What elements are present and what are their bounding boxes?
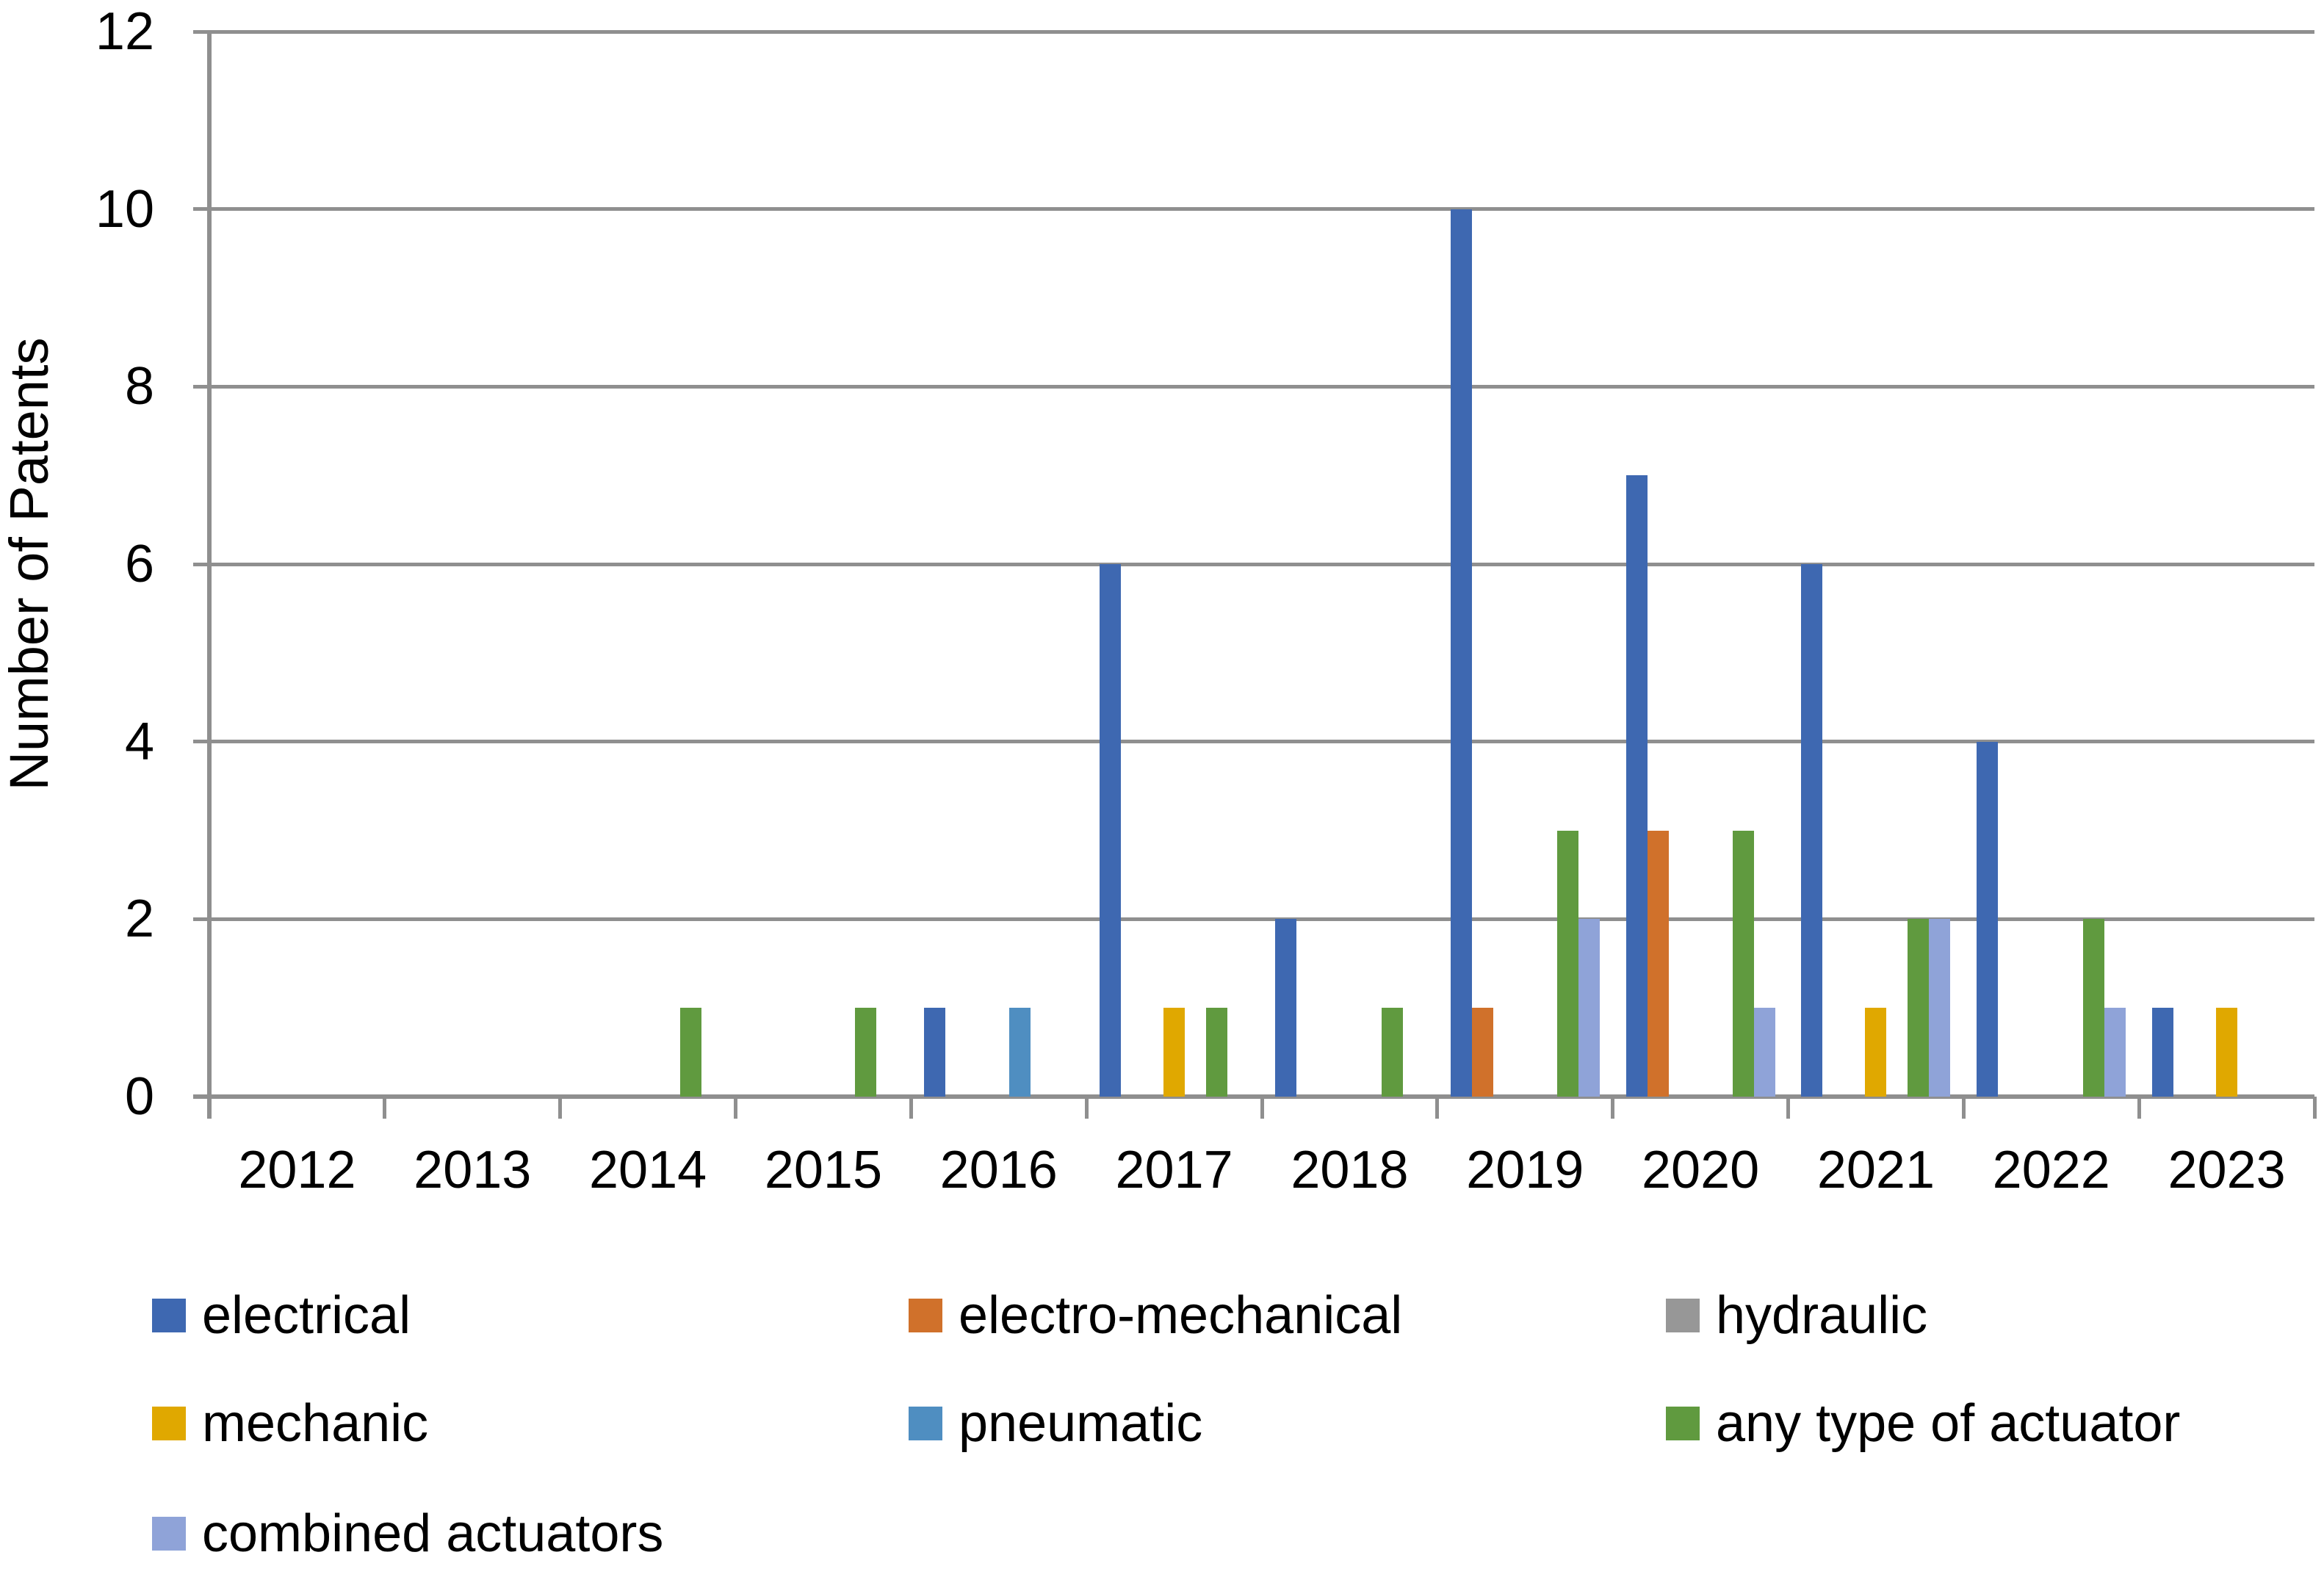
x-tick-label: 2023 bbox=[2168, 1141, 2286, 1199]
bar-combined-actuators-2020 bbox=[1753, 1008, 1775, 1097]
x-tick-label: 2013 bbox=[414, 1141, 532, 1199]
legend-swatch-icon bbox=[909, 1299, 942, 1332]
x-axis-tick bbox=[1786, 1097, 1790, 1119]
x-axis-tick bbox=[1435, 1097, 1440, 1119]
bar-any-type-of-actuator-2021 bbox=[1908, 919, 1930, 1097]
bar-pneumatic-2016 bbox=[1009, 1008, 1031, 1097]
bar-electrical-2021 bbox=[1801, 564, 1823, 1097]
x-tick-label: 2015 bbox=[764, 1141, 882, 1199]
bar-combined-actuators-2019 bbox=[1578, 919, 1600, 1097]
y-tick-label: 2 bbox=[124, 889, 154, 949]
bar-electrical-2016 bbox=[924, 1008, 946, 1097]
legend-label: hydraulic bbox=[1716, 1286, 1928, 1345]
bar-electrical-2023 bbox=[2152, 1008, 2174, 1097]
y-tick-label: 12 bbox=[95, 2, 154, 61]
x-axis-tick bbox=[1961, 1097, 1966, 1119]
bar-electrical-2020 bbox=[1625, 475, 1648, 1097]
x-axis-tick bbox=[909, 1097, 913, 1119]
x-tick-label: 2019 bbox=[1466, 1141, 1584, 1199]
bar-any-type-of-actuator-2018 bbox=[1381, 1008, 1403, 1097]
x-tick-label: 2012 bbox=[238, 1141, 356, 1199]
legend-label: combined actuators bbox=[202, 1504, 664, 1563]
bar-electro-mechanical-2020 bbox=[1647, 830, 1669, 1097]
legend-label: electrical bbox=[202, 1286, 411, 1345]
x-axis-tick bbox=[734, 1097, 737, 1119]
x-axis-tick bbox=[558, 1097, 563, 1119]
bar-any-type-of-actuator-2014 bbox=[679, 1008, 701, 1097]
bar-electro-mechanical-2019 bbox=[1471, 1008, 1493, 1097]
x-tick-label: 2022 bbox=[1992, 1141, 2110, 1199]
bar-combined-actuators-2021 bbox=[1929, 919, 1951, 1097]
bar-electrical-2017 bbox=[1100, 564, 1122, 1097]
legend-swatch-icon bbox=[152, 1407, 186, 1440]
y-tick-label: 4 bbox=[124, 712, 154, 771]
bar-any-type-of-actuator-2020 bbox=[1732, 830, 1754, 1097]
legend-swatch-icon bbox=[1666, 1299, 1700, 1332]
x-tick-label: 2017 bbox=[1115, 1141, 1233, 1199]
legend-label: pneumatic bbox=[959, 1394, 1203, 1453]
x-tick-label: 2020 bbox=[1641, 1141, 1760, 1199]
x-axis-tick bbox=[1260, 1097, 1264, 1119]
gridline bbox=[193, 384, 2314, 389]
x-axis-tick bbox=[383, 1097, 387, 1119]
bar-combined-actuators-2022 bbox=[2104, 1008, 2126, 1097]
x-axis-line bbox=[193, 1094, 2314, 1099]
legend-item-electrical: electrical bbox=[152, 1289, 411, 1342]
x-axis-tick bbox=[1084, 1097, 1089, 1119]
y-tick-label: 10 bbox=[95, 179, 154, 239]
y-axis-line bbox=[207, 32, 212, 1119]
y-tick-label: 8 bbox=[124, 357, 154, 416]
bar-mechanic-2021 bbox=[1865, 1008, 1887, 1097]
legend-item-electro-mechanical: electro-mechanical bbox=[909, 1289, 1402, 1342]
legend-label: any type of actuator bbox=[1716, 1394, 2181, 1453]
bar-any-type-of-actuator-2015 bbox=[855, 1008, 877, 1097]
legend-label: electro-mechanical bbox=[959, 1286, 1403, 1345]
x-tick-label: 2018 bbox=[1291, 1141, 1409, 1199]
legend-item-combined-actuators: combined actuators bbox=[152, 1507, 663, 1560]
legend-item-hydraulic: hydraulic bbox=[1666, 1289, 1927, 1342]
legend-item-mechanic: mechanic bbox=[152, 1397, 428, 1450]
bar-electrical-2018 bbox=[1274, 919, 1296, 1097]
gridline bbox=[193, 562, 2314, 566]
bar-any-type-of-actuator-2019 bbox=[1556, 830, 1578, 1097]
gridline bbox=[193, 740, 2314, 744]
x-axis-tick bbox=[2137, 1097, 2141, 1119]
x-tick-label: 2016 bbox=[939, 1141, 1058, 1199]
legend-swatch-icon bbox=[152, 1517, 186, 1551]
x-tick-label: 2014 bbox=[588, 1141, 707, 1199]
bar-any-type-of-actuator-2022 bbox=[2083, 919, 2105, 1097]
x-tick-label: 2021 bbox=[1816, 1141, 1935, 1199]
bar-mechanic-2017 bbox=[1163, 1008, 1186, 1097]
y-tick-label: 0 bbox=[124, 1067, 154, 1126]
gridline bbox=[193, 917, 2314, 921]
x-axis-tick bbox=[1611, 1097, 1615, 1119]
bar-electrical-2022 bbox=[1977, 741, 1999, 1097]
legend-swatch-icon bbox=[1666, 1407, 1700, 1440]
legend-item-pneumatic: pneumatic bbox=[909, 1397, 1202, 1450]
legend-item-any-type-of-actuator: any type of actuator bbox=[1666, 1397, 2180, 1450]
bar-any-type-of-actuator-2017 bbox=[1206, 1008, 1228, 1097]
x-axis-tick bbox=[2312, 1097, 2317, 1119]
legend-swatch-icon bbox=[909, 1407, 942, 1440]
gridline bbox=[193, 29, 2314, 34]
legend-swatch-icon bbox=[152, 1299, 186, 1332]
bar-electrical-2019 bbox=[1450, 209, 1472, 1097]
gridline bbox=[193, 207, 2314, 212]
bar-mechanic-2023 bbox=[2216, 1008, 2238, 1097]
legend-label: mechanic bbox=[202, 1394, 429, 1453]
y-tick-label: 6 bbox=[124, 535, 154, 593]
